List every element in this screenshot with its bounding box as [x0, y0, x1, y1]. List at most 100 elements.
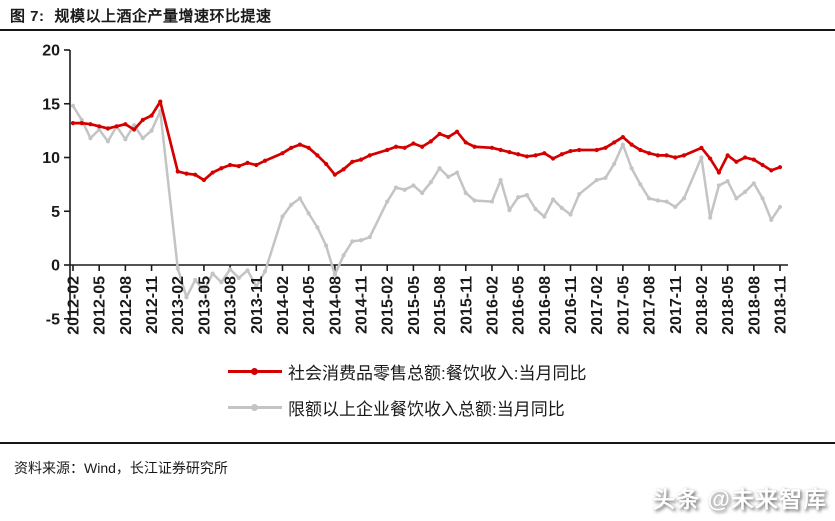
x-axis-label: 2015-02 — [380, 276, 397, 335]
x-axis-label: 2012-11 — [144, 276, 161, 334]
series-marker-0 — [245, 160, 250, 165]
series-marker-1 — [725, 179, 730, 184]
series-marker-1 — [411, 183, 416, 188]
series-marker-1 — [123, 137, 128, 142]
series-marker-1 — [236, 275, 241, 280]
series-marker-0 — [158, 99, 163, 104]
series-marker-1 — [420, 190, 425, 196]
series-marker-0 — [568, 148, 573, 154]
series-marker-0 — [777, 165, 783, 170]
series-marker-0 — [280, 151, 285, 156]
x-axis-label: 2013-08 — [223, 276, 240, 335]
series-marker-0 — [149, 113, 154, 118]
series-marker-0 — [655, 153, 660, 158]
x-axis-label: 2017-02 — [589, 276, 606, 335]
figure-number: 图 7: — [10, 8, 45, 25]
series-marker-1 — [742, 189, 748, 194]
series-marker-1 — [201, 288, 207, 293]
x-axis-label: 2018-08 — [746, 276, 763, 335]
x-axis-label: 2014-11 — [354, 276, 371, 334]
series-marker-0 — [385, 147, 390, 153]
series-marker-1 — [393, 185, 399, 190]
series-marker-0 — [297, 142, 303, 147]
series-marker-1 — [594, 177, 599, 183]
y-axis-label: 5 — [51, 204, 60, 221]
series-marker-1 — [332, 272, 337, 277]
series-marker-0 — [716, 170, 722, 175]
series-marker-0 — [79, 121, 84, 126]
x-axis-label: 2012-05 — [92, 276, 109, 335]
series-marker-1 — [350, 239, 355, 244]
series-marker-0 — [428, 139, 433, 144]
series-marker-1 — [367, 234, 372, 240]
legend-item-above-quota-restaurant: 限额以上企业餐饮收入总额:当月同比 — [228, 396, 586, 419]
legend-marker-dot — [251, 403, 258, 411]
series-marker-1 — [638, 182, 643, 187]
footer-divider — [0, 442, 835, 444]
series-marker-1 — [254, 284, 259, 289]
series-marker-0 — [70, 121, 76, 126]
series-marker-0 — [638, 147, 643, 153]
series-marker-0 — [131, 127, 137, 132]
series-marker-0 — [681, 153, 687, 158]
x-axis-label: 2018-11 — [773, 276, 790, 334]
series-marker-0 — [437, 131, 442, 136]
series-marker-1 — [315, 225, 320, 230]
series-marker-0 — [228, 162, 233, 168]
x-axis-label: 2016-11 — [563, 276, 580, 334]
series-marker-0 — [620, 134, 625, 140]
series-marker-1 — [97, 127, 102, 132]
series-marker-1 — [297, 196, 303, 201]
series-marker-1 — [550, 197, 556, 202]
x-axis-label: 2016-08 — [537, 276, 554, 335]
y-axis-label: 10 — [42, 150, 60, 167]
series-marker-0 — [367, 153, 372, 158]
series-marker-1 — [358, 238, 364, 243]
series-marker-0 — [507, 150, 512, 155]
x-axis-label: 2014-02 — [275, 276, 292, 335]
series-marker-1 — [489, 199, 495, 204]
series-marker-1 — [524, 193, 529, 198]
series-marker-1 — [646, 196, 652, 201]
series-marker-0 — [472, 144, 477, 149]
series-marker-0 — [97, 124, 102, 129]
x-axis-label: 2014-08 — [327, 276, 344, 335]
series-marker-0 — [420, 144, 425, 149]
series-marker-0 — [289, 145, 294, 150]
series-marker-1 — [437, 166, 442, 171]
series-marker-0 — [201, 177, 207, 183]
series-marker-1 — [542, 214, 547, 219]
series-marker-0 — [184, 171, 189, 176]
y-axis-label: 0 — [51, 258, 60, 275]
series-marker-1 — [428, 180, 433, 185]
series-marker-1 — [140, 136, 145, 141]
series-marker-1 — [262, 269, 268, 274]
series-marker-1 — [210, 271, 215, 276]
legend-marker-dot — [251, 367, 258, 375]
series-marker-0 — [123, 122, 128, 127]
y-axis-label: 15 — [42, 96, 60, 113]
series-marker-1 — [289, 202, 294, 207]
series-marker-0 — [751, 157, 756, 162]
y-axis-label: -5 — [46, 311, 60, 328]
series-marker-0 — [262, 158, 268, 163]
series-marker-0 — [193, 172, 198, 177]
x-axis-label: 2014-05 — [301, 276, 318, 335]
x-axis-label: 2016-05 — [511, 276, 528, 335]
series-marker-1 — [498, 177, 503, 183]
x-axis-label: 2013-02 — [170, 276, 187, 335]
series-marker-0 — [533, 153, 538, 158]
series-marker-0 — [734, 159, 739, 164]
series-marker-1 — [79, 117, 84, 122]
x-axis-label: 2013-05 — [196, 276, 213, 335]
source-note: 资料来源：Wind，长江证券研究所 — [14, 460, 228, 476]
x-axis-label: 2015-05 — [406, 276, 423, 335]
series-marker-1 — [708, 215, 713, 220]
watermark: 头条 @未来智库 — [652, 486, 827, 512]
series-marker-0 — [542, 151, 547, 156]
series-marker-1 — [306, 211, 311, 216]
x-axis-label: 2012-02 — [66, 276, 83, 335]
series-marker-0 — [664, 153, 669, 158]
series-marker-0 — [742, 155, 748, 160]
